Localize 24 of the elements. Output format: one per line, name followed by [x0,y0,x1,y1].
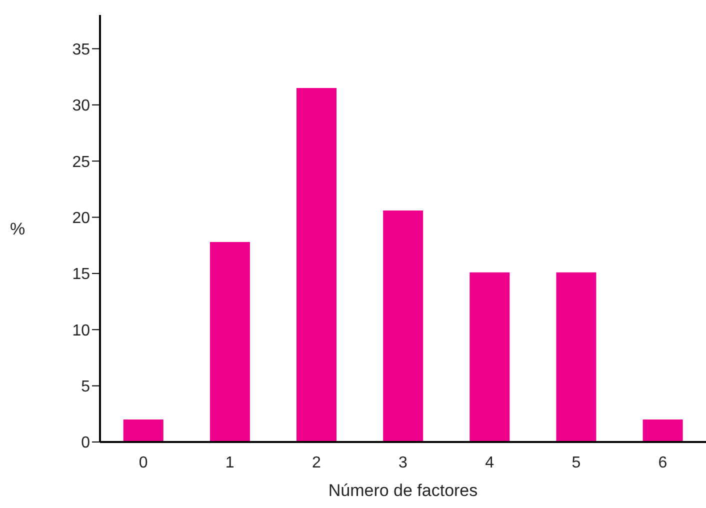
x-tick-label: 4 [485,454,494,472]
x-tick-label: 2 [312,454,321,472]
x-tick-label: 5 [572,454,581,472]
bar [556,272,596,442]
x-tick-label: 0 [138,454,148,472]
y-tick-label: 30 [72,98,90,115]
y-tick-label: 25 [72,154,90,171]
y-axis-title: % [10,220,26,239]
y-tick-label: 20 [72,210,90,227]
bar [642,420,683,442]
x-tick-label: 1 [225,454,234,472]
x-tick-label: 6 [658,454,668,472]
y-tick-label: 10 [72,322,90,340]
y-tick-label: 35 [72,41,90,58]
bar [210,242,250,442]
bar [296,88,337,442]
bar [123,420,164,442]
y-tick-label: 15 [72,266,90,284]
bar [470,272,510,442]
x-axis-title: Número de factores [328,481,478,500]
y-tick-label: 5 [81,378,90,396]
y-tick-label: 0 [81,434,90,452]
bar [383,210,424,442]
x-tick-label: 3 [398,454,408,472]
